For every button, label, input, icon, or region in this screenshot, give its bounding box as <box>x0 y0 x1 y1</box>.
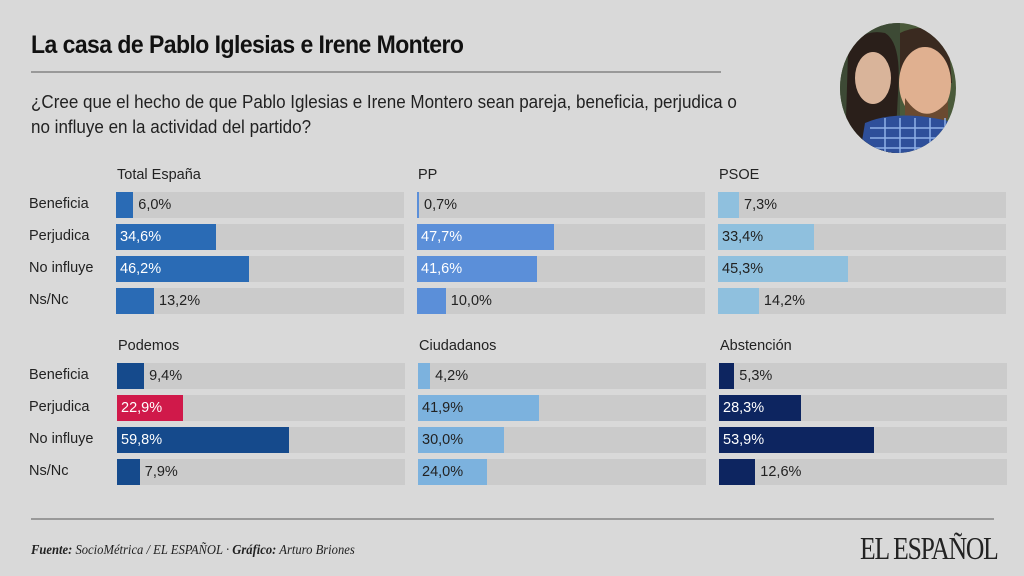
data-label: 7,3% <box>744 197 778 213</box>
row-label-no-influye: No influye <box>29 260 94 276</box>
bar-track-psoe-beneficia: 7,3% <box>718 192 1006 218</box>
bar-track-psoe-no-influye: 45,3% <box>718 256 1006 282</box>
bar-track-ciudadanos-beneficia: 4,2% <box>418 363 706 389</box>
bar-psoe-perjudica <box>718 224 815 250</box>
survey-question: ¿Cree que el hecho de que Pablo Iglesias… <box>31 91 737 137</box>
bar-track-total-espana-no-influye: 46,2% <box>116 256 404 282</box>
panel-title-total-espana: Total España <box>117 167 201 183</box>
bar-podemos-beneficia <box>117 363 145 389</box>
data-label: 7,9% <box>144 464 178 480</box>
bar-track-psoe-perjudica: 33,4% <box>718 224 1006 250</box>
bar-abstencion-perjudica <box>719 395 801 421</box>
data-label: 30,0% <box>422 432 464 448</box>
couple-photo <box>840 23 956 153</box>
data-label: 13,2% <box>159 293 201 309</box>
bar-track-pp-no-influye: 41,6% <box>417 256 705 282</box>
data-label: 22,9% <box>121 400 163 416</box>
footer-divider <box>31 518 994 520</box>
bar-track-abstencion-no-influye: 53,9% <box>719 427 1007 453</box>
bar-podemos-no-influye <box>117 427 290 453</box>
bar-psoe-beneficia <box>718 192 740 218</box>
data-label: 33,4% <box>722 229 764 245</box>
data-label: 6,0% <box>138 197 172 213</box>
graphic-label: Gráfico: <box>232 543 277 558</box>
source-credit: Fuente: SocioMétrica / EL ESPAÑOL · Gráf… <box>31 543 355 559</box>
data-label: 14,2% <box>763 293 806 309</box>
bar-total-espana-ns-nc <box>116 288 155 314</box>
bar-track-podemos-no-influye: 59,8% <box>117 427 405 453</box>
data-label: 53,9% <box>723 432 765 448</box>
row-label-beneficia: Beneficia <box>29 367 89 383</box>
data-label: 28,3% <box>723 400 765 416</box>
bar-ciudadanos-beneficia <box>418 363 431 389</box>
bar-track-podemos-ns-nc: 7,9% <box>117 459 405 485</box>
data-label: 45,3% <box>722 261 764 277</box>
bar-abstencion-no-influye <box>719 427 875 453</box>
panel-title-psoe: PSOE <box>719 167 760 183</box>
panel-title-podemos: Podemos <box>118 338 180 354</box>
bar-total-espana-beneficia <box>116 192 134 218</box>
bar-psoe-ns-nc <box>718 288 759 314</box>
row-label-perjudica: Perjudica <box>29 228 90 244</box>
bar-pp-perjudica <box>417 224 555 250</box>
data-label: 59,8% <box>121 432 163 448</box>
bar-track-podemos-perjudica: 22,9% <box>117 395 405 421</box>
data-label: 34,6% <box>120 229 162 245</box>
row-label-beneficia: Beneficia <box>29 196 89 212</box>
data-label: 47,7% <box>421 229 463 245</box>
bar-total-espana-no-influye <box>116 256 250 282</box>
row-label-ns-nc: Ns/Nc <box>29 463 69 479</box>
bar-track-pp-beneficia: 0,7% <box>417 192 705 218</box>
bar-pp-beneficia <box>417 192 420 218</box>
bar-ciudadanos-ns-nc <box>418 459 488 485</box>
source-value: SocioMétrica / EL ESPAÑOL · <box>72 543 233 558</box>
bar-track-ciudadanos-ns-nc: 24,0% <box>418 459 706 485</box>
source-label: Fuente: <box>31 543 73 558</box>
bar-ciudadanos-no-influye <box>418 427 505 453</box>
bar-track-total-espana-perjudica: 34,6% <box>116 224 404 250</box>
bar-abstencion-ns-nc <box>719 459 756 485</box>
data-label: 12,6% <box>760 464 802 480</box>
bar-track-podemos-beneficia: 9,4% <box>117 363 405 389</box>
panel-title-abstencion: Abstención <box>720 338 792 354</box>
data-label: 4,2% <box>435 368 469 384</box>
row-label-no-influye: No influye <box>29 431 94 447</box>
bar-psoe-no-influye <box>718 256 849 282</box>
data-label: 5,3% <box>739 368 773 384</box>
title-divider <box>31 71 721 73</box>
row-label-perjudica: Perjudica <box>29 399 90 415</box>
bar-abstencion-beneficia <box>719 363 735 389</box>
bar-pp-no-influye <box>417 256 537 282</box>
bar-track-total-espana-beneficia: 6,0% <box>116 192 404 218</box>
panel-title-pp: PP <box>418 167 438 183</box>
bar-track-abstencion-beneficia: 5,3% <box>719 363 1007 389</box>
data-label: 46,2% <box>120 261 162 277</box>
bar-track-pp-perjudica: 47,7% <box>417 224 705 250</box>
bar-total-espana-perjudica <box>116 224 216 250</box>
bar-ciudadanos-perjudica <box>418 395 539 421</box>
row-label-ns-nc: Ns/Nc <box>29 292 69 308</box>
bar-track-abstencion-perjudica: 28,3% <box>719 395 1007 421</box>
data-label: 41,9% <box>422 400 464 416</box>
bar-podemos-ns-nc <box>117 459 140 485</box>
graphic-value: Arturo Briones <box>276 543 355 558</box>
bar-track-total-espana-ns-nc: 13,2% <box>116 288 404 314</box>
bar-track-psoe-ns-nc: 14,2% <box>718 288 1006 314</box>
chart-title: La casa de Pablo Iglesias e Irene Monter… <box>31 31 464 59</box>
bar-track-ciudadanos-no-influye: 30,0% <box>418 427 706 453</box>
panel-title-ciudadanos: Ciudadanos <box>419 338 497 354</box>
data-label: 10,0% <box>450 293 492 309</box>
bar-track-abstencion-ns-nc: 12,6% <box>719 459 1007 485</box>
data-label: 41,6% <box>421 261 463 277</box>
bar-track-ciudadanos-perjudica: 41,9% <box>418 395 706 421</box>
bar-track-pp-ns-nc: 10,0% <box>417 288 705 314</box>
data-label: 0,7% <box>424 197 458 213</box>
data-label: 24,0% <box>422 464 464 480</box>
bar-podemos-perjudica <box>117 395 183 421</box>
data-label: 9,4% <box>149 368 183 384</box>
bar-pp-ns-nc <box>417 288 446 314</box>
el-espanol-logo: EL ESPAÑOL <box>860 530 999 566</box>
